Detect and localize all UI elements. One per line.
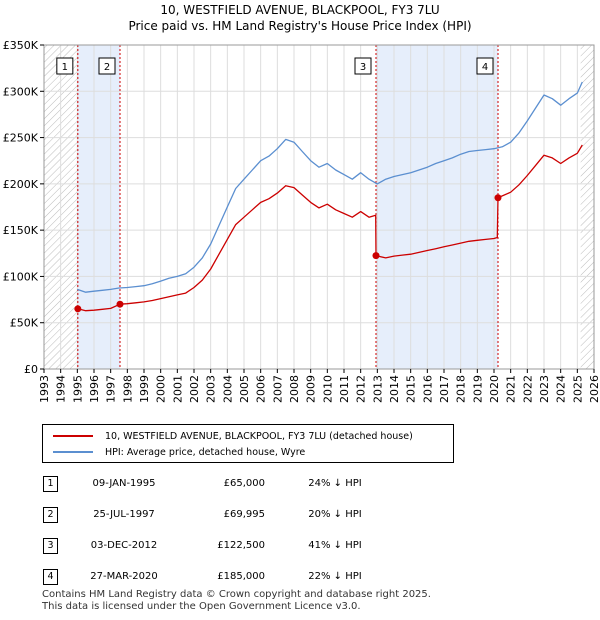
plot-frame <box>43 44 595 370</box>
price-chart: 1 2 3 4 £0 £50K £100K £150K £200K £250K £300K £350… <box>3 39 600 403</box>
legend-label-property: 10, WESTFIELD AVENUE, BLACKPOOL, FY3 7LU… <box>105 430 413 442</box>
y-tick-label: £100K <box>3 270 39 283</box>
x-tick-label: 2018 <box>455 375 468 403</box>
x-tick-label: 1997 <box>105 375 118 403</box>
x-tick-label: 2001 <box>171 375 184 403</box>
x-tick-label: 2000 <box>155 375 168 403</box>
x-tick-label: 1993 <box>38 375 51 403</box>
legend-swatch-hpi <box>53 451 93 453</box>
transaction-date: 25-JUL-1997 <box>93 509 155 520</box>
x-tick-label: 1994 <box>55 375 68 403</box>
sale-label-text: 4 <box>482 62 488 73</box>
x-tick-label: 2017 <box>438 375 451 403</box>
transaction-number: 2 <box>43 507 58 523</box>
legend-swatch-property <box>53 435 93 437</box>
y-tick-label: £300K <box>3 85 39 98</box>
sale-point <box>74 305 82 313</box>
sale-label-box <box>354 57 372 75</box>
ownership-band <box>77 45 120 369</box>
transaction-number: 4 <box>43 569 58 585</box>
x-tick-label: 2003 <box>205 375 218 403</box>
x-tick-label: 2019 <box>471 375 484 403</box>
transaction-date: 27-MAR-2020 <box>90 571 158 582</box>
hpi-series-line <box>77 81 583 293</box>
x-tick-label: 2013 <box>371 375 384 403</box>
transaction-hpi-diff: 22% ↓ HPI <box>308 571 362 582</box>
legend-label-hpi: HPI: Average price, detached house, Wyre <box>105 446 306 458</box>
sale-label-box <box>56 57 74 75</box>
x-tick-label: 2025 <box>571 375 584 403</box>
sale-point <box>372 252 380 260</box>
transaction-date: 03-DEC-2012 <box>90 540 158 551</box>
transaction-row: 4 27-MAR-2020 £185,000 22% ↓ HPI <box>0 569 600 589</box>
chart-title: 10, WESTFIELD AVENUE, BLACKPOOL, FY3 7LU <box>160 3 440 17</box>
x-tick-label: 2022 <box>521 375 534 403</box>
x-tick-label: 2014 <box>388 375 401 403</box>
transaction-row: 3 03-DEC-2012 £122,500 41% ↓ HPI <box>0 538 600 558</box>
footer-copyright: Contains HM Land Registry data © Crown c… <box>42 589 431 600</box>
x-tick-label: 1995 <box>71 375 84 403</box>
legend-item-property: 10, WESTFIELD AVENUE, BLACKPOOL, FY3 7LU… <box>53 429 413 443</box>
x-tick-label: 2011 <box>338 375 351 403</box>
transaction-hpi-diff: 20% ↓ HPI <box>308 509 362 520</box>
y-tick-label: £200K <box>3 178 39 191</box>
property-series-line <box>77 144 583 312</box>
sale-point <box>116 300 124 308</box>
y-tick-label: £250K <box>3 132 39 145</box>
transaction-row: 1 09-JAN-1995 £65,000 24% ↓ HPI <box>0 476 600 496</box>
sale-label-text: 3 <box>360 62 366 73</box>
sale-point <box>494 194 502 202</box>
x-tick-label: 2021 <box>505 375 518 403</box>
legend-item-hpi: HPI: Average price, detached house, Wyre <box>53 445 305 459</box>
x-tick-label: 1996 <box>88 375 101 403</box>
transaction-hpi-diff: 24% ↓ HPI <box>308 478 362 489</box>
x-tick-label: 2008 <box>288 375 301 403</box>
x-tick-label: 2007 <box>271 375 284 403</box>
x-tick-label: 2016 <box>421 375 434 403</box>
x-tick-label: 2009 <box>305 375 318 403</box>
x-tick-label: 2020 <box>488 375 501 403</box>
sale-label-box <box>476 57 494 75</box>
x-tick-label: 2015 <box>405 375 418 403</box>
x-tick-label: 2023 <box>538 375 551 403</box>
transaction-price: £69,995 <box>223 509 265 520</box>
x-tick-label: 2012 <box>355 375 368 403</box>
x-tick-label: 2010 <box>321 375 334 403</box>
sale-label-box <box>98 57 116 75</box>
transaction-price: £65,000 <box>223 478 265 489</box>
x-tick-label: 2002 <box>188 375 201 403</box>
transaction-hpi-diff: 41% ↓ HPI <box>308 540 362 551</box>
x-tick-label: 2006 <box>255 375 268 403</box>
x-tick-label: 2004 <box>221 375 234 403</box>
y-tick-label: £50K <box>10 317 39 330</box>
y-tick-label: £350K <box>3 39 39 52</box>
x-tick-label: 2024 <box>555 375 568 403</box>
transaction-number: 3 <box>43 538 58 554</box>
x-tick-label: 1998 <box>121 375 134 403</box>
sale-label-text: 2 <box>104 62 110 73</box>
x-tick-label: 1999 <box>138 375 151 403</box>
transaction-price: £185,000 <box>217 571 265 582</box>
transaction-date: 09-JAN-1995 <box>92 478 156 489</box>
transaction-price: £122,500 <box>217 540 265 551</box>
hatched-region-after <box>580 45 594 369</box>
chart-subtitle: Price paid vs. HM Land Registry's House … <box>128 19 472 33</box>
y-tick-label: £0 <box>24 363 38 376</box>
x-tick-label: 2005 <box>238 375 251 403</box>
footer-licence: This data is licensed under the Open Gov… <box>42 601 361 612</box>
x-tick-label: 2026 <box>588 375 600 403</box>
y-tick-label: £150K <box>3 224 39 237</box>
transaction-row: 2 25-JUL-1997 £69,995 20% ↓ HPI <box>0 507 600 527</box>
transaction-number: 1 <box>43 476 58 492</box>
chart-legend: 10, WESTFIELD AVENUE, BLACKPOOL, FY3 7LU… <box>42 424 454 463</box>
sale-label-text: 1 <box>62 62 68 73</box>
